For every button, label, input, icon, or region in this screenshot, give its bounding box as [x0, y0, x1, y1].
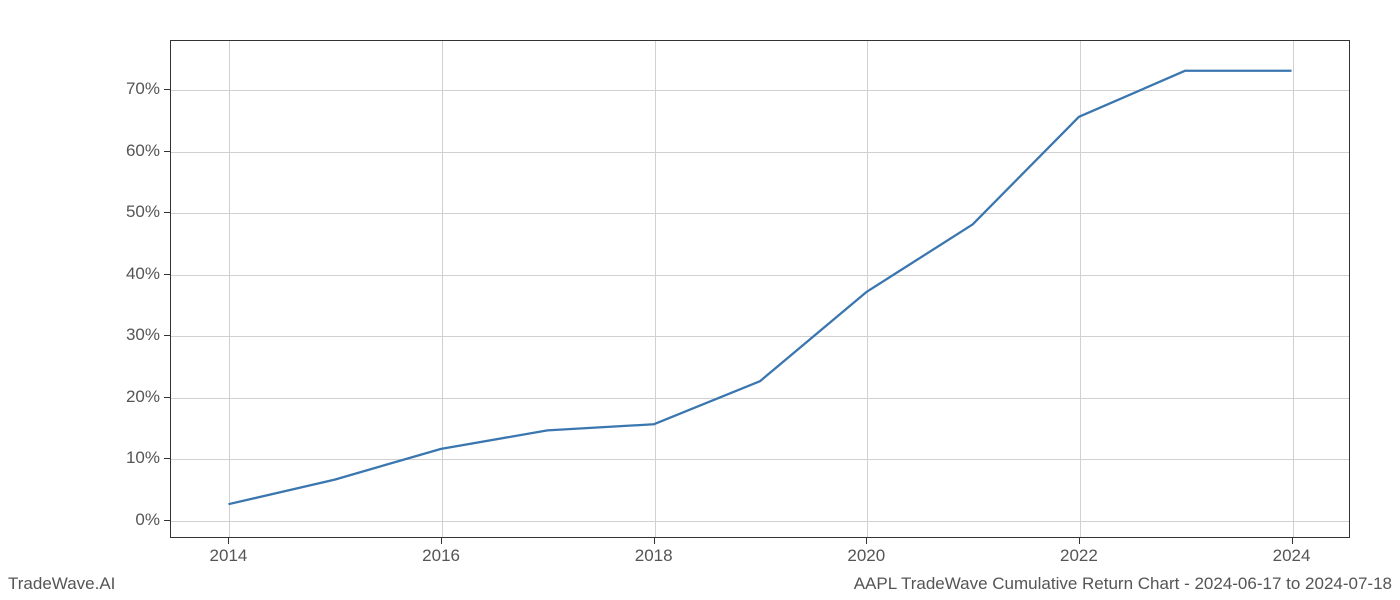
x-tick-mark — [441, 538, 442, 544]
line-chart-svg — [0, 0, 1400, 600]
y-tick-mark — [164, 458, 170, 459]
y-tick-label: 20% — [120, 387, 160, 407]
x-tick-mark — [654, 538, 655, 544]
x-tick-label: 2022 — [1060, 546, 1098, 566]
chart-container: 2014 2016 2018 2020 2022 2024 0% 10% 20% 30% 40% 50… — [0, 0, 1400, 600]
y-tick-mark — [164, 274, 170, 275]
x-tick-label: 2020 — [847, 546, 885, 566]
footer-left-brand: TradeWave.AI — [8, 574, 115, 594]
y-tick-label: 70% — [120, 79, 160, 99]
y-tick-mark — [164, 212, 170, 213]
x-tick-mark — [866, 538, 867, 544]
y-tick-mark — [164, 397, 170, 398]
x-tick-mark — [1292, 538, 1293, 544]
x-tick-mark — [228, 538, 229, 544]
x-tick-label: 2016 — [422, 546, 460, 566]
x-tick-mark — [1079, 538, 1080, 544]
y-tick-label: 10% — [120, 448, 160, 468]
y-tick-label: 40% — [120, 264, 160, 284]
y-tick-mark — [164, 520, 170, 521]
x-tick-label: 2024 — [1273, 546, 1311, 566]
return-line — [228, 71, 1291, 504]
y-tick-mark — [164, 151, 170, 152]
x-tick-label: 2018 — [635, 546, 673, 566]
footer-right-caption: AAPL TradeWave Cumulative Return Chart -… — [854, 574, 1392, 594]
y-tick-label: 50% — [120, 202, 160, 222]
y-tick-mark — [164, 89, 170, 90]
y-tick-label: 60% — [120, 141, 160, 161]
x-tick-label: 2014 — [210, 546, 248, 566]
y-tick-label: 30% — [120, 325, 160, 345]
y-tick-mark — [164, 335, 170, 336]
y-tick-label: 0% — [120, 510, 160, 530]
